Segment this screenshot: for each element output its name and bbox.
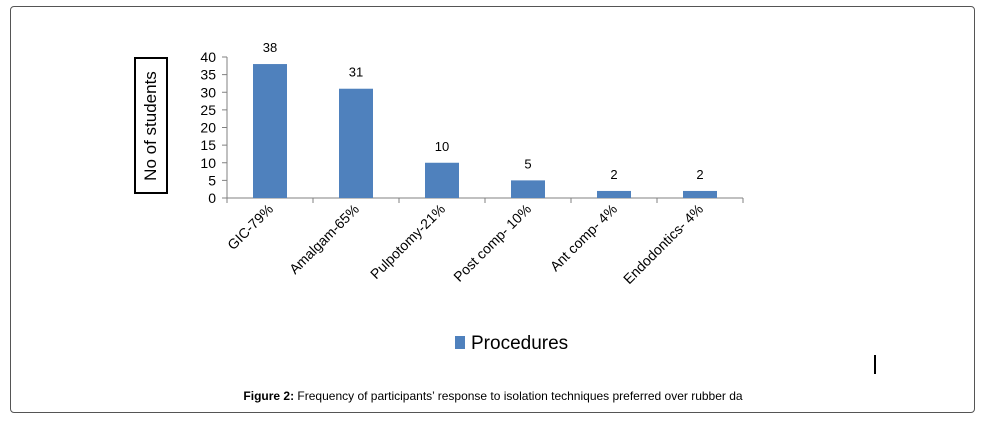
y-tick-label: 5 (208, 172, 216, 188)
data-label: 5 (524, 156, 531, 171)
figure-frame (10, 6, 975, 413)
y-tick-label: 20 (200, 120, 216, 136)
bar (425, 162, 459, 198)
category-label: Post comp- 10% (450, 201, 534, 285)
category-label: GIC-79% (224, 201, 276, 253)
y-tick-label: 15 (200, 137, 216, 153)
legend-swatch (455, 336, 465, 349)
figure-caption: Figure 2: Frequency of participants’ res… (0, 389, 986, 403)
legend-label: Procedures (471, 333, 568, 354)
bar (511, 180, 545, 198)
y-tick-label: 0 (208, 190, 216, 206)
caption-text: Frequency of participants’ response to i… (294, 389, 743, 403)
category-label: Endodontics- 4% (620, 201, 706, 287)
category-label: Amalgam-65% (286, 201, 362, 277)
category-label: Pulpotomy-21% (367, 201, 448, 282)
category-label: Ant comp- 4% (547, 201, 620, 274)
bar (339, 88, 373, 198)
y-axis-label-box: No of students (134, 57, 168, 194)
y-tick-label: 35 (200, 67, 216, 83)
y-axis-label: No of students (141, 70, 160, 181)
bar (253, 64, 287, 198)
data-label: 2 (610, 167, 617, 182)
bar (597, 190, 631, 198)
y-tick-label: 25 (200, 102, 216, 118)
data-label: 2 (696, 167, 703, 182)
data-label: 10 (435, 139, 449, 154)
y-tick-label: 10 (200, 155, 216, 171)
y-tick-label: 40 (200, 49, 216, 65)
caption-label: Figure 2: (243, 389, 295, 403)
y-tick-label: 30 (200, 84, 216, 100)
data-label: 31 (349, 65, 363, 80)
edge-mark (874, 355, 876, 374)
data-label: 38 (263, 40, 277, 55)
bar (683, 190, 717, 198)
